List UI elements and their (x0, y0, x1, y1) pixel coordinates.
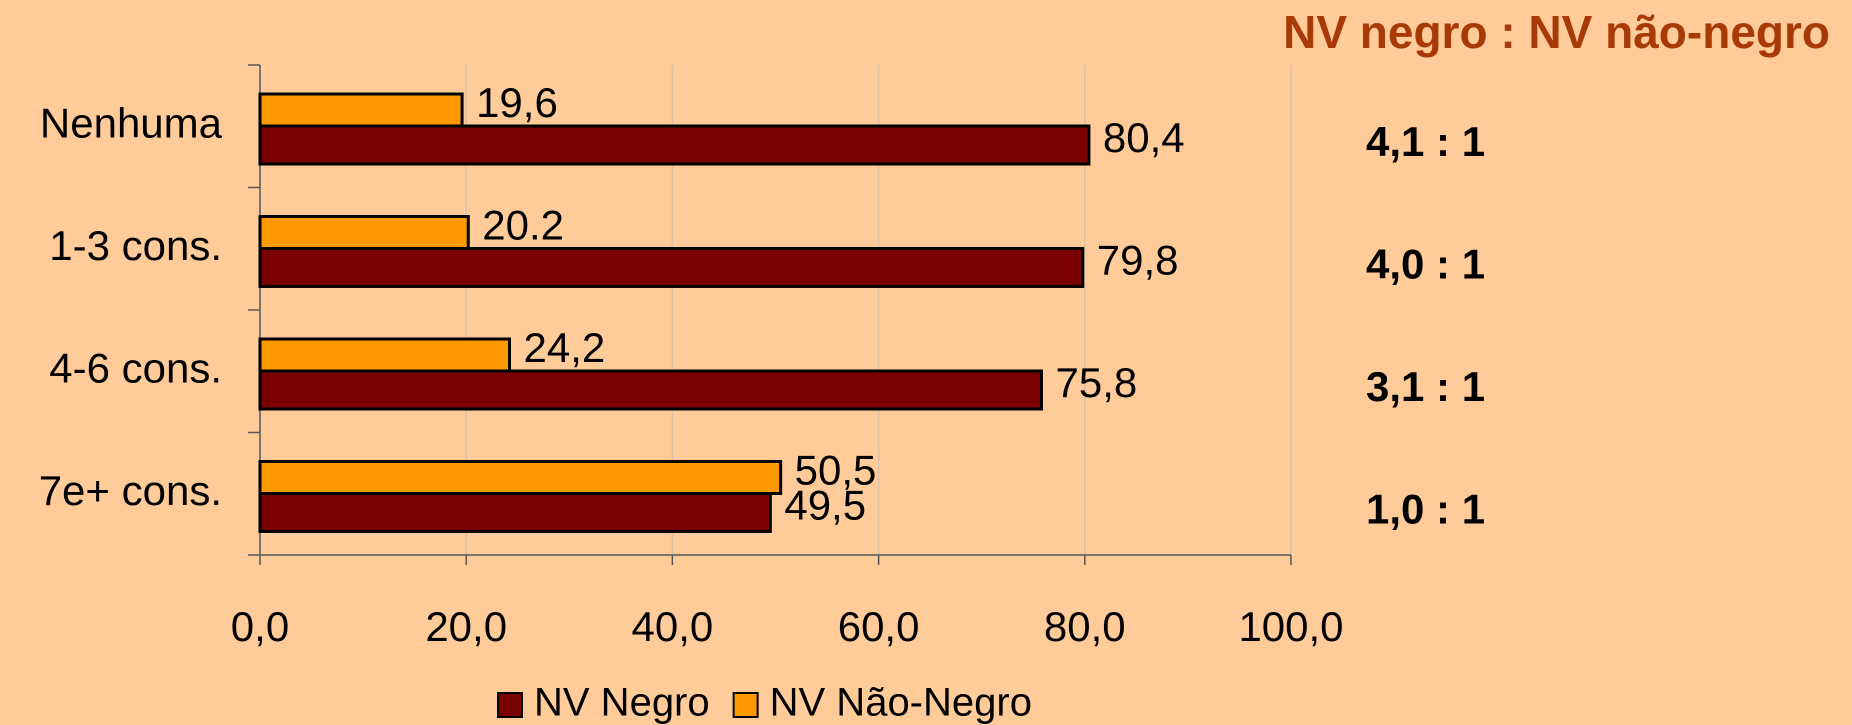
legend-label: NV Não-Negro (770, 681, 1032, 725)
bar (258, 337, 512, 373)
bar (258, 492, 772, 533)
value-label: 79,8 (1097, 237, 1179, 284)
x-tick-label: 60,0 (838, 603, 920, 650)
x-tick-label: 100,0 (1238, 603, 1343, 650)
bar (258, 369, 1043, 411)
y-tick-label: 7e+ cons. (39, 467, 222, 514)
x-tick-label: 80,0 (1044, 603, 1126, 650)
bar (258, 460, 783, 495)
x-tick-label: 20,0 (425, 603, 507, 650)
ratio-annotation: 1,0 : 1 (1366, 486, 1485, 533)
ratio-annotation: 3,1 : 1 (1366, 363, 1485, 410)
bar (258, 247, 1085, 288)
y-tick-label: 4-6 cons. (49, 344, 222, 391)
value-label: 49,5 (784, 482, 866, 529)
value-label: 20.2 (482, 202, 564, 249)
bar (258, 215, 470, 250)
legend-label: NV Negro (534, 681, 710, 725)
bar (258, 92, 464, 128)
value-label: 19,6 (476, 79, 558, 126)
chart-title: NV negro : NV não-negro (1283, 6, 1830, 58)
ratio-annotation: 4,0 : 1 (1366, 241, 1485, 288)
y-tick-label: Nenhuma (40, 99, 223, 146)
value-label: 50,5 (795, 447, 877, 494)
legend-swatch (732, 692, 759, 718)
value-label: 24,2 (524, 324, 606, 371)
x-tick-label: 0,0 (231, 603, 289, 650)
legend-swatch (497, 692, 523, 718)
x-tick-label: 40,0 (632, 603, 714, 650)
value-label: 75,8 (1055, 359, 1137, 406)
bar (258, 124, 1091, 166)
value-label: 80,4 (1103, 114, 1185, 161)
ratio-annotation: 4,1 : 1 (1366, 118, 1485, 165)
y-tick-label: 1-3 cons. (49, 222, 222, 269)
